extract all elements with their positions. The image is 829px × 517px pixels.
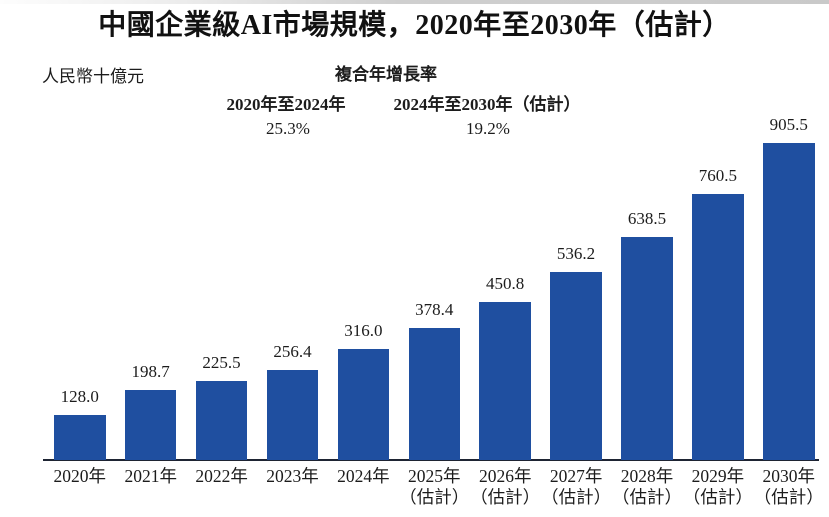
x-axis-label-2025年: 2025年 （估計） bbox=[399, 466, 469, 508]
bar-2028年 bbox=[621, 236, 673, 460]
top-edge-strip bbox=[0, 0, 829, 4]
x-axis-label-year: 2028年 bbox=[620, 466, 674, 486]
x-axis-line bbox=[43, 459, 819, 461]
x-axis-label-2027年: 2027年 （估計） bbox=[541, 466, 611, 508]
bar-column-2027年: 536.2 bbox=[550, 244, 602, 460]
bar-value-label: 316.0 bbox=[344, 321, 383, 341]
x-axis-label-2023年: 2023年 bbox=[266, 466, 319, 487]
bar-2022年 bbox=[195, 381, 248, 460]
bar-2027年 bbox=[550, 272, 602, 460]
bar-value-label: 378.4 bbox=[415, 299, 454, 319]
bar-value-label: 256.4 bbox=[273, 342, 312, 362]
x-axis-label-year: 2023年 bbox=[266, 466, 319, 486]
x-axis-label-2026年: 2026年 （估計） bbox=[470, 466, 540, 508]
bar-value-label: 225.5 bbox=[202, 353, 241, 373]
x-axis-label-2030年: 2030年 （估計） bbox=[754, 466, 824, 508]
bar-value-label: 905.5 bbox=[769, 115, 808, 134]
x-axis-label-estimate-note: （估計） bbox=[753, 487, 824, 507]
bar-2025年 bbox=[408, 327, 460, 460]
bar-column-2026年: 450.8 bbox=[479, 274, 531, 460]
x-axis-label-estimate-note: （估計） bbox=[399, 487, 470, 507]
x-axis-label-2021年: 2021年 bbox=[124, 466, 177, 487]
bar-value-label: 198.7 bbox=[131, 362, 170, 382]
cagr-period-2024-2030-value: 19.2% bbox=[466, 119, 510, 138]
bar-column-2029年: 760.5 bbox=[692, 166, 744, 460]
bar-2024年 bbox=[337, 349, 390, 460]
x-axis-label-estimate-note: （估計） bbox=[470, 487, 541, 507]
x-axis-label-year: 2030年 bbox=[762, 466, 816, 486]
bar-2030年 bbox=[763, 143, 815, 460]
x-axis-label-estimate-note: （估計） bbox=[541, 487, 612, 507]
cagr-period-2024-2030-label: 2024年至2030年（估計） bbox=[393, 95, 581, 114]
bar-value-label: 128.0 bbox=[60, 387, 99, 407]
x-axis-label-year: 2026年 bbox=[478, 466, 532, 486]
x-axis-label-2028年: 2028年 （估計） bbox=[612, 466, 682, 508]
bar-value-label: 638.5 bbox=[627, 208, 667, 228]
bar-column-2022年: 225.5 bbox=[195, 353, 248, 460]
bar-column-2020年: 128.0 bbox=[54, 387, 106, 460]
x-axis-label-estimate-note: （估計） bbox=[682, 487, 753, 507]
bar-2021年 bbox=[124, 390, 177, 460]
bar-column-2024年: 316.0 bbox=[337, 321, 390, 460]
bar-2020年 bbox=[54, 415, 106, 460]
bar-2029年 bbox=[692, 193, 744, 460]
bar-column-2028年: 638.5 bbox=[621, 208, 673, 460]
x-axis-label-2020年: 2020年 bbox=[54, 466, 107, 487]
x-axis-label-year: 2027年 bbox=[549, 466, 603, 486]
y-axis-unit-label: 人民幣十億元 bbox=[42, 67, 144, 86]
bar-column-2025年: 378.4 bbox=[408, 299, 460, 460]
bar-value-label: 760.5 bbox=[698, 165, 737, 185]
bar-value-label: 450.8 bbox=[486, 274, 525, 294]
bar-column-2023年: 256.4 bbox=[266, 342, 319, 460]
bar-value-label: 536.2 bbox=[556, 244, 596, 264]
x-axis-label-2024年: 2024年 bbox=[337, 466, 390, 487]
cagr-period-2020-2024-value: 25.3% bbox=[266, 119, 310, 138]
x-axis-label-year: 2024年 bbox=[337, 466, 390, 486]
bar-2023年 bbox=[266, 370, 319, 460]
bar-2026年 bbox=[479, 302, 531, 460]
x-axis-label-year: 2022年 bbox=[195, 466, 248, 486]
cagr-period-2020-2024-label: 2020年至2024年 bbox=[226, 95, 346, 114]
x-axis-label-year: 2025年 bbox=[408, 466, 461, 486]
x-axis-label-2022年: 2022年 bbox=[195, 466, 248, 487]
x-axis-label-2029年: 2029年 （估計） bbox=[683, 466, 753, 508]
x-axis-label-year: 2029年 bbox=[691, 466, 745, 486]
chart-title: 中國企業級AI市場規模，2020年至2030年（估計） bbox=[98, 10, 731, 41]
x-axis-label-year: 2020年 bbox=[53, 466, 107, 486]
cagr-heading: 複合年增長率 bbox=[335, 65, 437, 84]
x-axis-label-estimate-note: （估計） bbox=[612, 487, 682, 507]
bar-column-2021年: 198.7 bbox=[124, 362, 177, 460]
x-axis-label-year: 2021年 bbox=[124, 466, 177, 486]
bar-column-2030年: 905.5 bbox=[763, 115, 815, 460]
